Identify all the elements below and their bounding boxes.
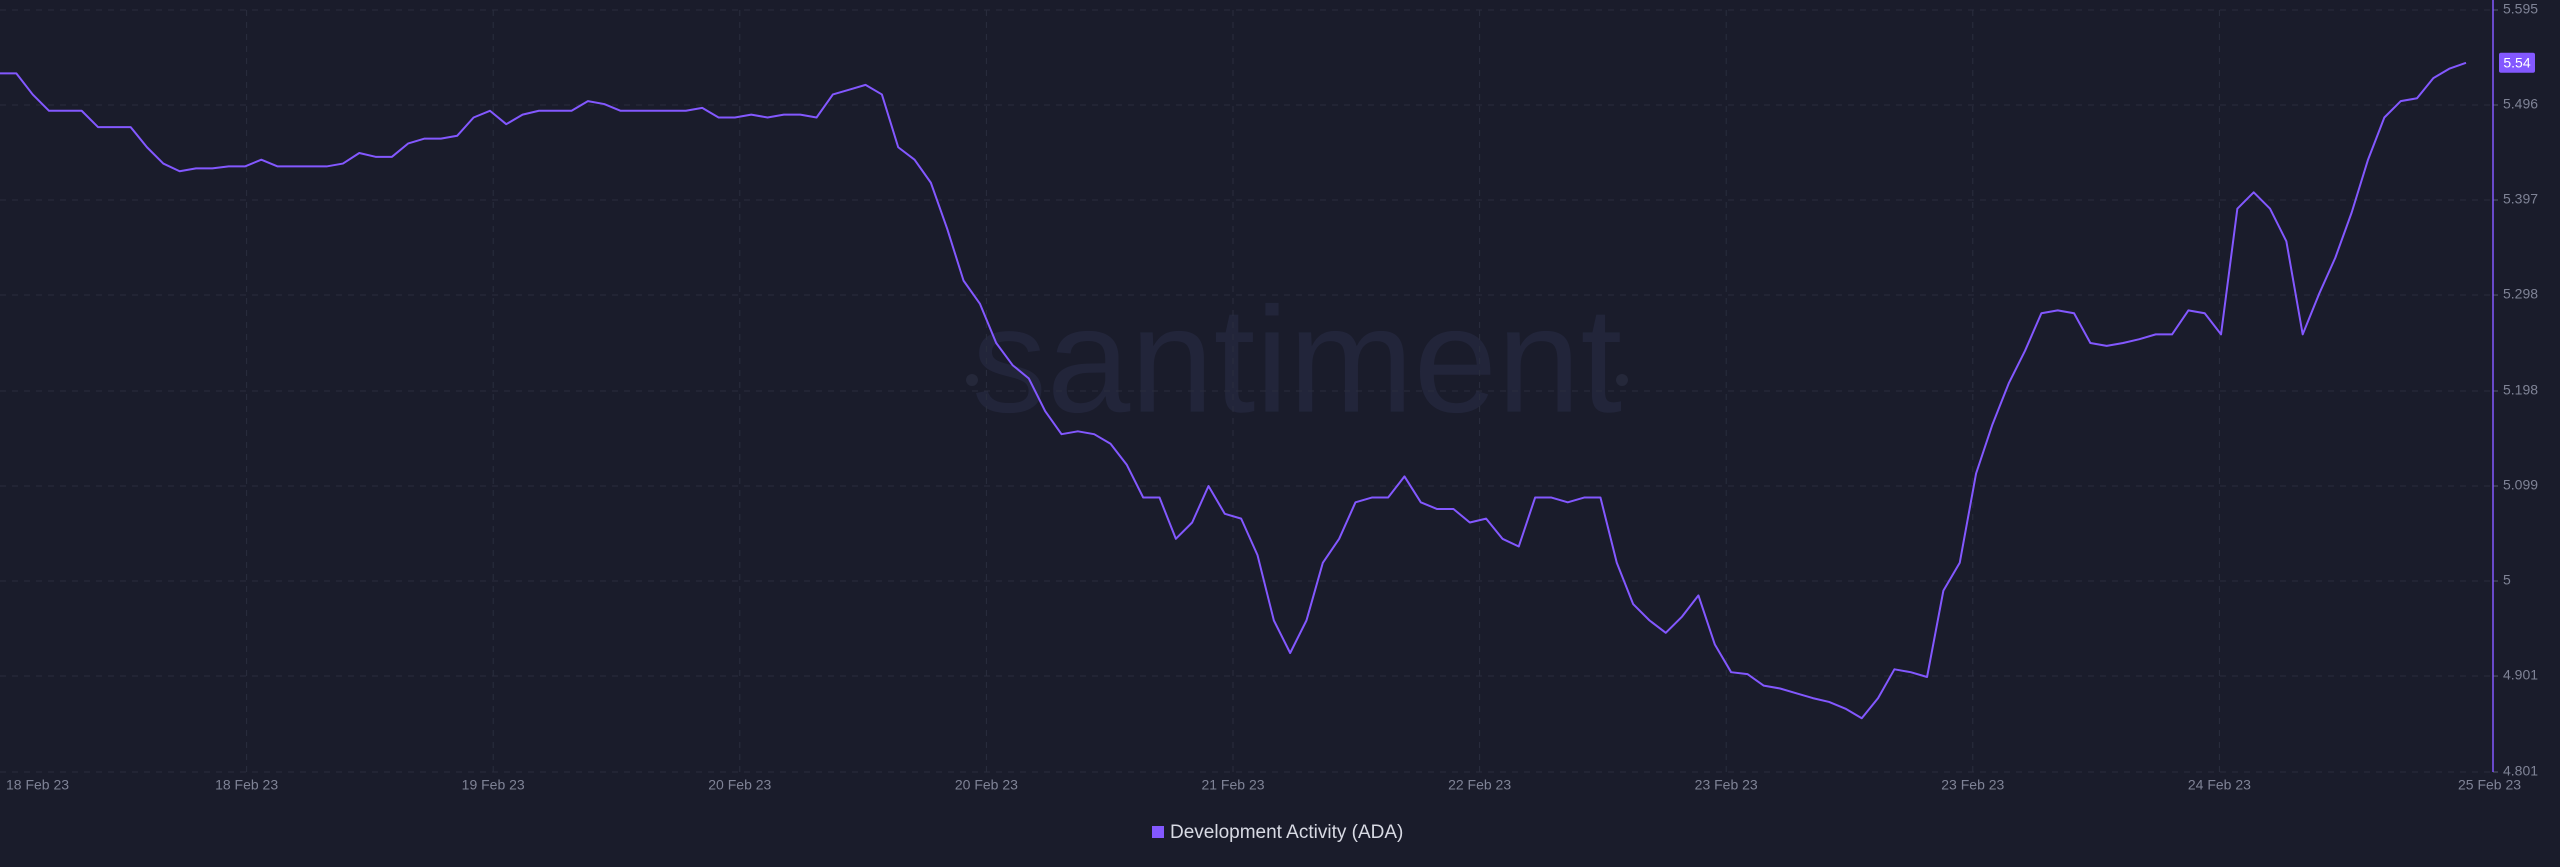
x-tick-label: 23 Feb 23: [1941, 777, 2004, 793]
y-tick-label: 5: [2503, 572, 2511, 588]
y-tick-label: 4.801: [2503, 763, 2538, 779]
legend-label: Development Activity (ADA): [1170, 822, 1403, 843]
x-tick-label: 23 Feb 23: [1695, 777, 1758, 793]
last-value-badge: [2499, 52, 2535, 73]
y-tick-label: 4.901: [2503, 667, 2538, 683]
watermark-dot: [1616, 374, 1628, 386]
x-tick-label: 19 Feb 23: [462, 777, 525, 793]
x-tick-label: 18 Feb 23: [215, 777, 278, 793]
watermark-text: santiment: [972, 276, 1622, 444]
x-tick-label: 22 Feb 23: [1448, 777, 1511, 793]
data-line: [0, 61, 2467, 720]
last-value-label: 5.54: [2503, 54, 2530, 70]
x-tick-label: 21 Feb 23: [1201, 777, 1264, 793]
y-tick-label: 5.496: [2503, 96, 2538, 112]
x-tick-label: 24 Feb 23: [2188, 777, 2251, 793]
x-tick-label: 18 Feb 23: [6, 777, 69, 793]
x-tick-label: 25 Feb 23: [2458, 777, 2521, 793]
legend-swatch: [1152, 826, 1164, 838]
y-tick-label: 5.595: [2503, 1, 2538, 17]
y-tick-label: 5.298: [2503, 286, 2538, 302]
x-tick-label: 20 Feb 23: [955, 777, 1018, 793]
watermark-dot: [966, 374, 978, 386]
y-tick-label: 5.099: [2503, 477, 2538, 493]
y-tick-label: 5.397: [2503, 191, 2538, 207]
x-tick-label: 20 Feb 23: [708, 777, 771, 793]
watermark: santiment: [966, 276, 1628, 444]
y-tick-label: 5.198: [2503, 382, 2538, 398]
